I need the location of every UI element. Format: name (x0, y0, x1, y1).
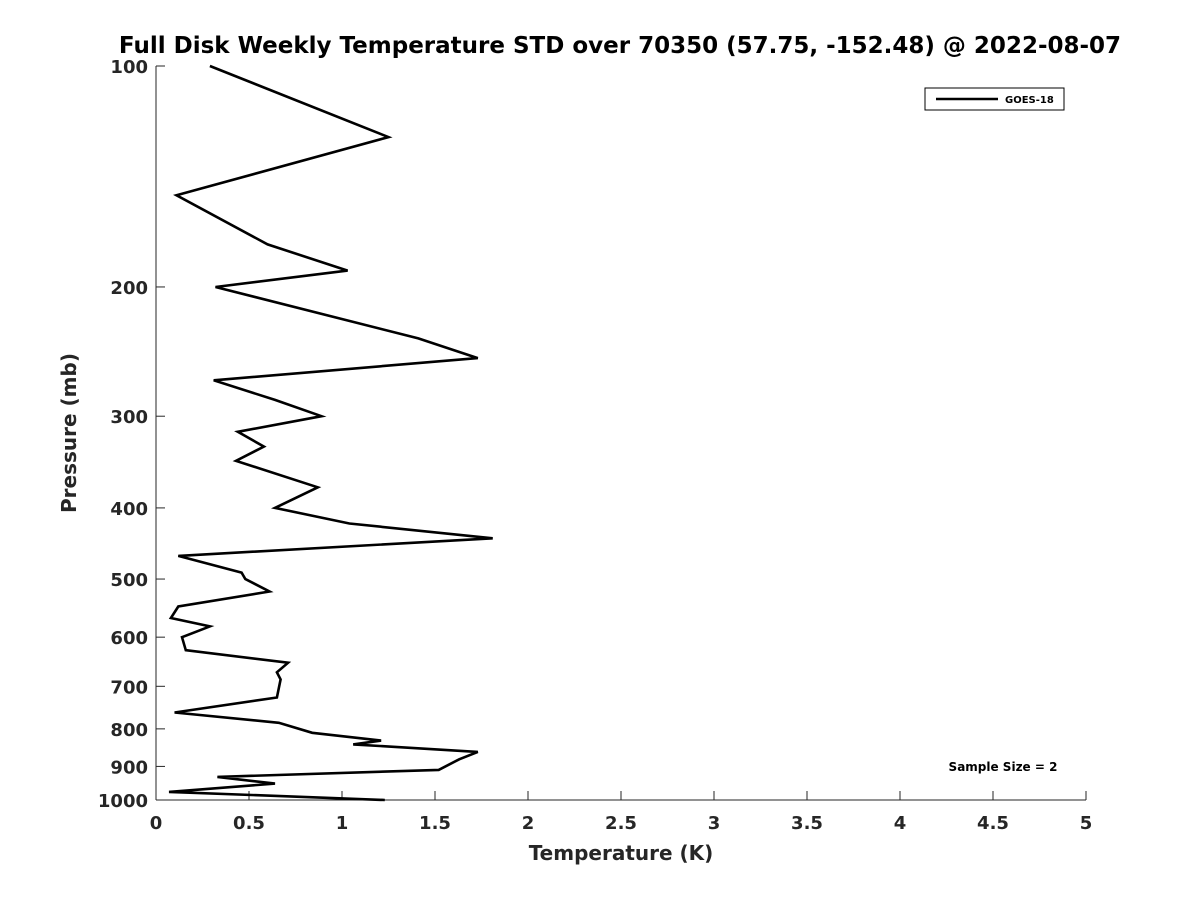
x-tick-label: 5 (1080, 813, 1093, 834)
x-tick-label: 1.5 (419, 813, 451, 834)
x-tick-label: 3 (708, 813, 721, 834)
x-tick-label: 2 (522, 813, 535, 834)
plot-area: 0 0.5 1 1.5 2 2.5 3 3.5 4 4.5 5 100 200 300 400 500 600… (98, 57, 1092, 834)
x-ticks: 0 0.5 1 1.5 2 2.5 3 3.5 4 4.5 5 (150, 791, 1093, 834)
legend: GOES-18 (924, 87, 1065, 111)
y-tick-label: 100 (110, 57, 148, 78)
y-axis-label: Pressure (mb) (57, 353, 81, 513)
chart-title: Full Disk Weekly Temperature STD over 70… (119, 33, 1121, 59)
y-tick-label: 900 (110, 757, 148, 778)
y-ticks: 100 200 300 400 500 600 700 800 900 1000 (98, 57, 165, 812)
x-tick-label: 4 (894, 813, 907, 834)
y-tick-label: 300 (110, 407, 148, 428)
x-tick-label: 1 (336, 813, 349, 834)
x-axis-label: Temperature (K) (529, 841, 714, 865)
y-tick-label: 1000 (98, 791, 148, 812)
y-tick-label: 700 (110, 677, 148, 698)
legend-label-goes-18: GOES-18 (1005, 95, 1054, 106)
x-tick-label: 3.5 (791, 813, 823, 834)
series-line-goes-18 (168, 64, 493, 802)
sample-size-annotation: Sample Size = 2 (949, 760, 1058, 774)
y-tick-label: 800 (110, 720, 148, 741)
y-tick-label: 500 (110, 570, 148, 591)
x-tick-label: 2.5 (605, 813, 637, 834)
x-tick-label: 0 (150, 813, 163, 834)
x-tick-label: 4.5 (977, 813, 1009, 834)
y-tick-label: 600 (110, 628, 148, 649)
x-tick-label: 0.5 (233, 813, 265, 834)
y-tick-label: 400 (110, 499, 148, 520)
y-tick-label: 200 (110, 278, 148, 299)
